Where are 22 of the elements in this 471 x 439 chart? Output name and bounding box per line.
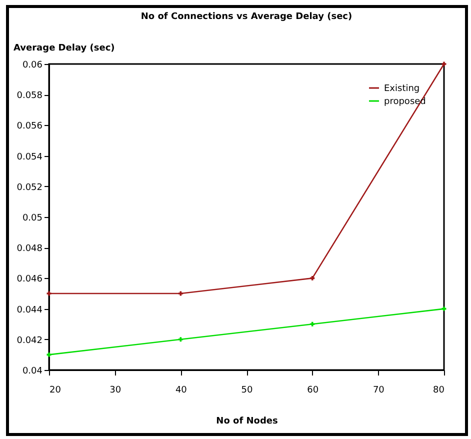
x-tick-label: 30 (110, 386, 122, 396)
y-tick-label: 0.06 (22, 60, 43, 70)
x-tick-label: 20 (50, 386, 62, 396)
y-tick-label: 0.04 (22, 366, 43, 376)
y-tick-label: 0.056 (16, 122, 43, 132)
legend-label: Existing (384, 84, 420, 94)
y-tick-label: 0.054 (16, 152, 43, 162)
x-axis-title: No of Nodes (216, 416, 278, 426)
y-tick-label: 0.044 (16, 305, 43, 316)
x-tick-label: 40 (175, 386, 188, 396)
x-tick-label: 70 (372, 386, 385, 396)
y-tick-label: 0.058 (16, 91, 43, 102)
y-tick-label: 0.042 (16, 336, 42, 346)
x-tick-label: 80 (433, 386, 445, 396)
chart-title: No of Connections vs Average Delay (sec) (140, 12, 352, 22)
x-tick-label: 60 (307, 386, 319, 396)
y-tick-label: 0.05 (22, 214, 42, 224)
y-tick-label: 0.048 (16, 244, 43, 254)
x-tick-label: 50 (241, 386, 253, 396)
y-tick-label: 0.046 (16, 274, 43, 285)
y-tick-label: 0.052 (16, 182, 42, 193)
y-axis-title: Average Delay (sec) (14, 44, 115, 54)
